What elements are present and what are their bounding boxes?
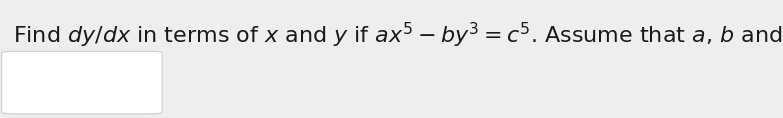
FancyBboxPatch shape — [2, 51, 162, 114]
Text: Find $dy/dx$ in terms of $x$ and $y$ if $ax^5 - by^3 = c^5$. Assume that $a$, $b: Find $dy/dx$ in terms of $x$ and $y$ if … — [13, 21, 783, 50]
